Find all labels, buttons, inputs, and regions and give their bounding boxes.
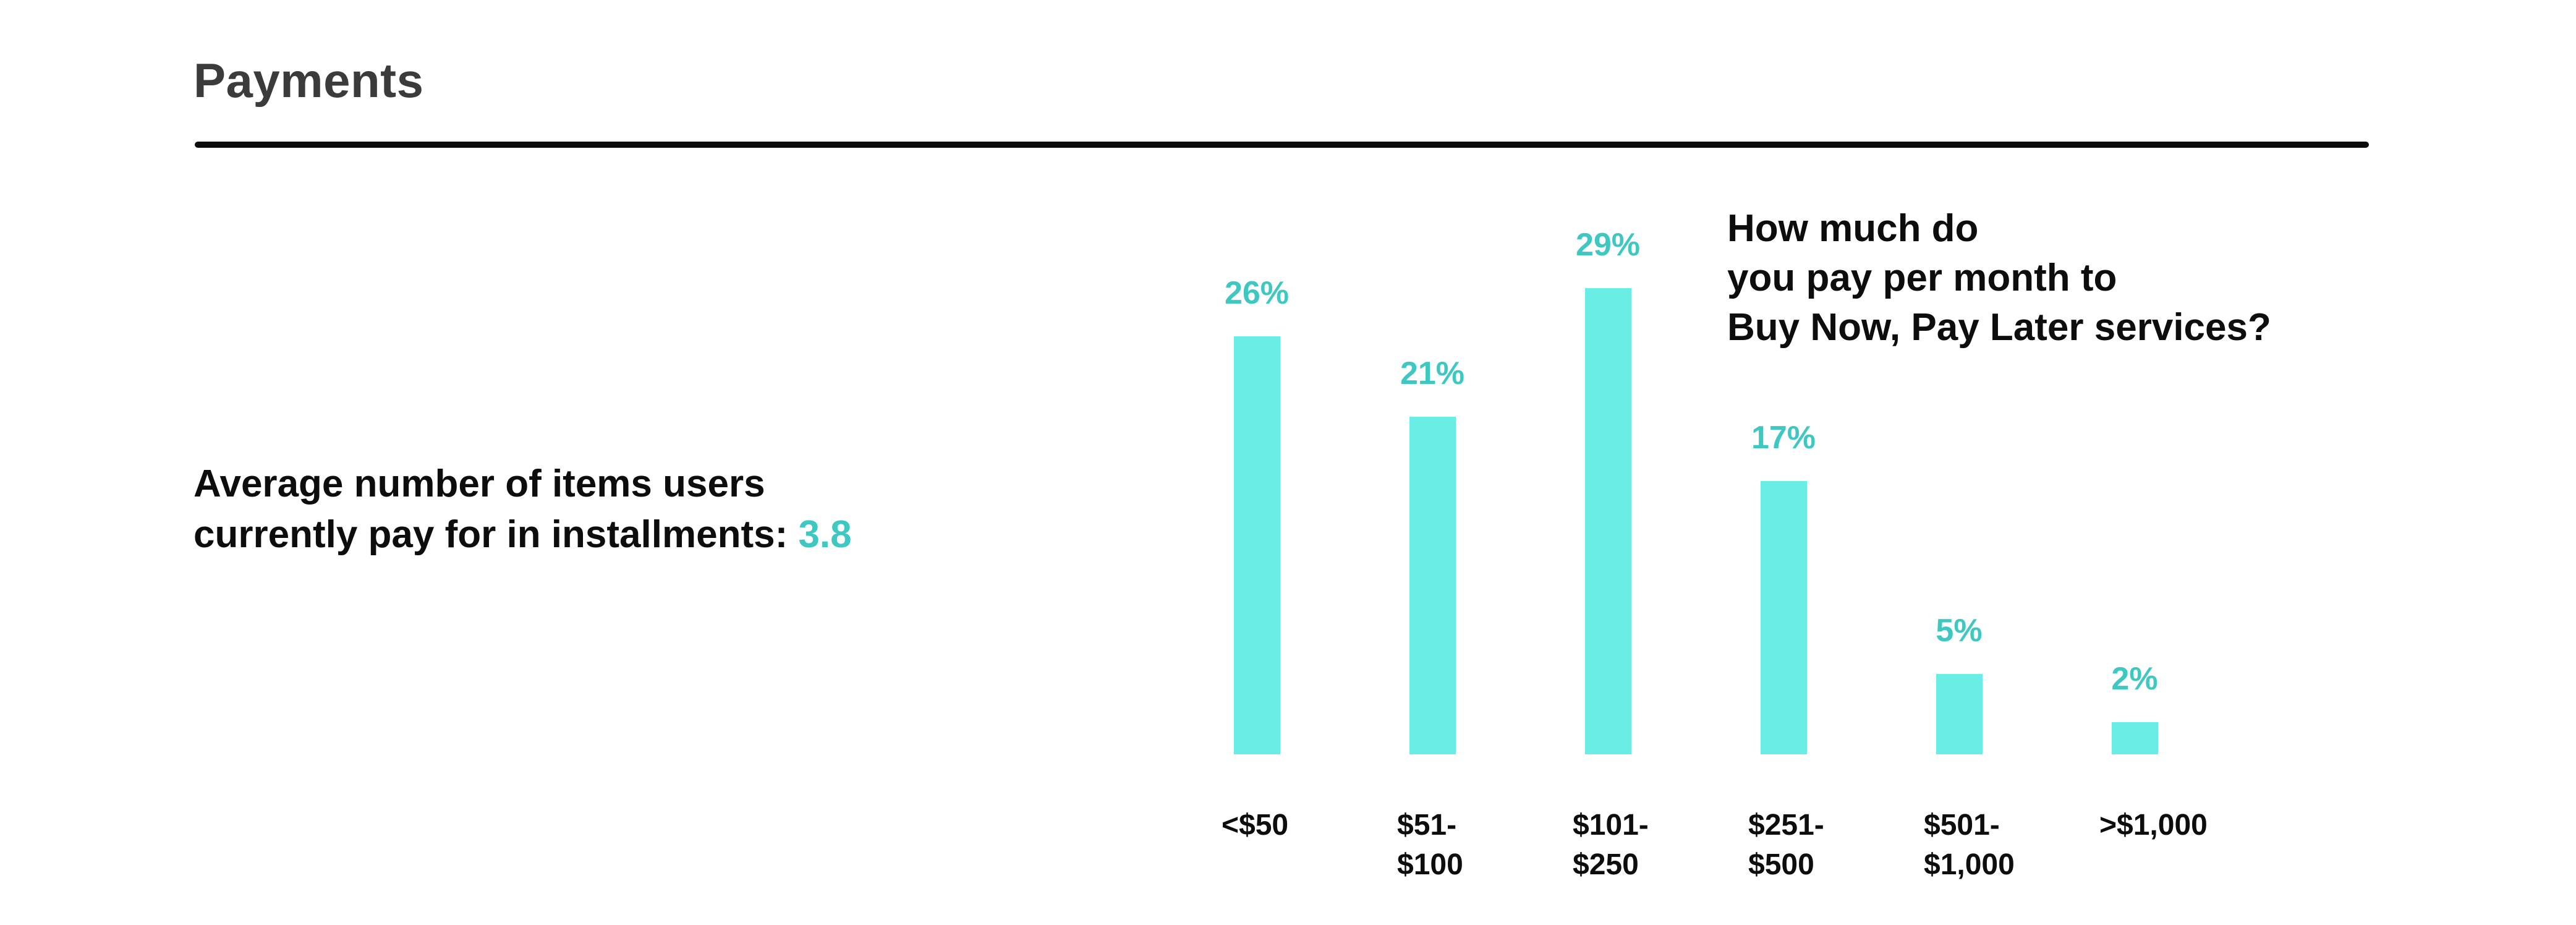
installments-stat: Average number of items users currently …: [193, 459, 852, 560]
bar-column: 5%: [1871, 198, 2047, 754]
category-label: >$1,000: [2099, 809, 2208, 842]
bar-value-label: 29%: [1575, 227, 1641, 263]
category-label: <$50: [1222, 809, 1289, 842]
category-label: $101- $250: [1573, 809, 1649, 881]
bar-value-label: 2%: [2111, 661, 2158, 697]
title-divider: [195, 142, 2369, 148]
stat-line-1: Average number of items users: [193, 462, 765, 505]
bar: [1409, 417, 1456, 754]
stat-value: 3.8: [798, 513, 852, 556]
bar-value-label: 26%: [1224, 275, 1290, 311]
stat-line-2: currently pay for in installments: 3.8: [193, 509, 852, 560]
bar: [2111, 722, 2158, 754]
bar-value-label: 17%: [1751, 420, 1816, 456]
chart-question-title: How much do you pay per month to Buy Now…: [1727, 207, 2271, 349]
bar-column: 2%: [2047, 198, 2222, 754]
bar-value-label: 21%: [1400, 356, 1465, 391]
page-title: Payments: [193, 53, 424, 108]
category-label: $251- $500: [1748, 809, 1824, 881]
category-label: $501- $1,000: [1924, 809, 2015, 881]
bar: [1936, 674, 1983, 754]
bar-value-label: 5%: [1936, 613, 1983, 649]
bar: [1584, 288, 1631, 754]
bar-column: 26%: [1169, 198, 1345, 754]
bar-chart-x-axis-labels: <$50 $51- $100 $101- $250 $251- $500 $501- $…: [1169, 806, 2222, 885]
category-label: $51- $100: [1397, 809, 1463, 881]
bar-column: 17%: [1696, 198, 1871, 754]
bar: [1760, 481, 1807, 754]
bnpl-bar-chart: 26% 21% 29% 17% 5% 2%: [1169, 198, 2222, 754]
bar: [1233, 336, 1280, 754]
bar-column: 21%: [1345, 198, 1520, 754]
stat-line-2-text: currently pay for in installments:: [193, 513, 799, 556]
bar-column: 29%: [1520, 198, 1696, 754]
